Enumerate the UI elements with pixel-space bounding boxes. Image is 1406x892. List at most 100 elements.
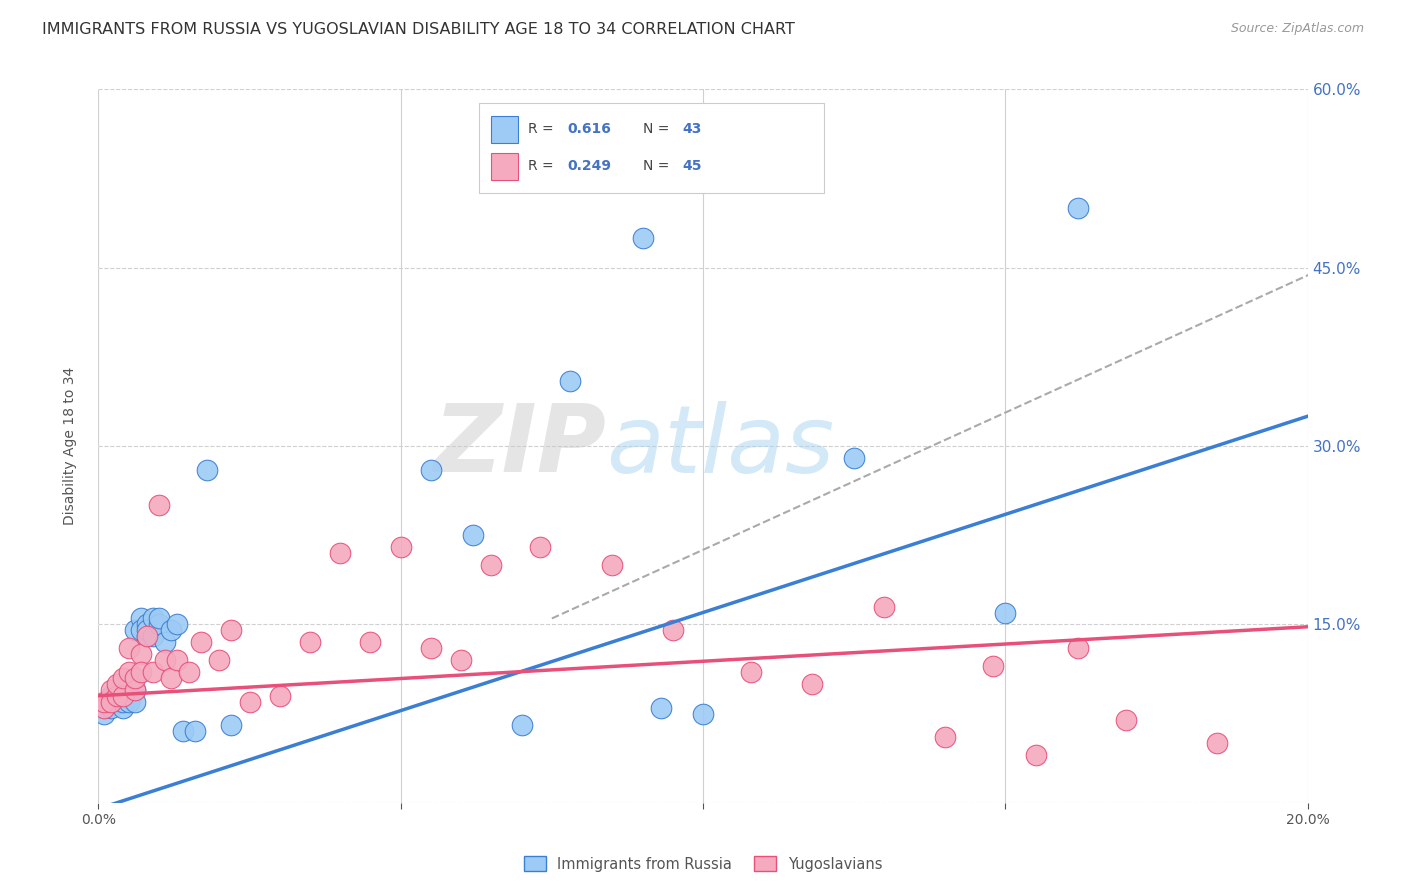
Text: R =: R = xyxy=(527,122,558,136)
Point xyxy=(142,611,165,625)
Point xyxy=(124,682,146,697)
Point xyxy=(111,671,134,685)
Text: 45: 45 xyxy=(682,160,702,173)
Point xyxy=(994,606,1017,620)
Point xyxy=(221,624,243,638)
Point xyxy=(360,635,382,649)
Point xyxy=(105,689,128,703)
Point xyxy=(463,528,485,542)
Point xyxy=(153,653,176,667)
Point xyxy=(93,700,115,714)
Point xyxy=(105,689,128,703)
Point xyxy=(450,653,472,667)
Point xyxy=(124,682,146,697)
Y-axis label: Disability Age 18 to 34: Disability Age 18 to 34 xyxy=(63,367,77,525)
Point xyxy=(631,231,654,245)
Point xyxy=(195,463,218,477)
Point xyxy=(129,611,152,625)
Point xyxy=(329,546,352,560)
Point xyxy=(481,558,503,572)
Point xyxy=(1115,713,1137,727)
Point xyxy=(172,724,194,739)
Point xyxy=(129,624,152,638)
Point xyxy=(1067,201,1090,215)
Legend: Immigrants from Russia, Yugoslavians: Immigrants from Russia, Yugoslavians xyxy=(517,850,889,878)
Point xyxy=(662,624,685,638)
Point xyxy=(93,706,115,721)
Bar xyxy=(492,153,517,180)
Point xyxy=(166,653,188,667)
Point xyxy=(558,374,581,388)
Point xyxy=(105,695,128,709)
Text: R =: R = xyxy=(527,160,558,173)
Point xyxy=(100,695,122,709)
Point xyxy=(529,540,551,554)
Point xyxy=(100,682,122,697)
Point xyxy=(111,682,134,697)
Point xyxy=(148,499,170,513)
Point xyxy=(148,611,170,625)
Point xyxy=(135,629,157,643)
Text: ZIP: ZIP xyxy=(433,400,606,492)
Point xyxy=(166,617,188,632)
Text: 0.249: 0.249 xyxy=(568,160,612,173)
Point xyxy=(800,677,823,691)
Point xyxy=(208,653,231,667)
Point xyxy=(100,689,122,703)
Point xyxy=(239,695,262,709)
Point xyxy=(650,700,672,714)
Point xyxy=(1206,736,1229,750)
Point xyxy=(184,724,207,739)
Point xyxy=(111,689,134,703)
Point xyxy=(981,659,1004,673)
Point xyxy=(135,629,157,643)
Point xyxy=(420,641,443,656)
Point xyxy=(100,695,122,709)
Point xyxy=(142,629,165,643)
Point xyxy=(118,677,141,691)
Point xyxy=(602,558,624,572)
Point xyxy=(124,695,146,709)
Point xyxy=(129,665,152,679)
Point xyxy=(135,617,157,632)
Text: Source: ZipAtlas.com: Source: ZipAtlas.com xyxy=(1230,22,1364,36)
Point xyxy=(844,450,866,465)
Text: atlas: atlas xyxy=(606,401,835,491)
Point xyxy=(118,665,141,679)
Point xyxy=(93,695,115,709)
Text: N =: N = xyxy=(643,122,673,136)
Point xyxy=(299,635,322,649)
Point xyxy=(873,599,896,614)
Point xyxy=(389,540,412,554)
Point xyxy=(118,695,141,709)
Point xyxy=(160,671,183,685)
Point xyxy=(160,624,183,638)
Point xyxy=(118,641,141,656)
Point xyxy=(692,706,714,721)
FancyBboxPatch shape xyxy=(479,103,824,193)
Text: IMMIGRANTS FROM RUSSIA VS YUGOSLAVIAN DISABILITY AGE 18 TO 34 CORRELATION CHART: IMMIGRANTS FROM RUSSIA VS YUGOSLAVIAN DI… xyxy=(42,22,794,37)
Point xyxy=(129,647,152,661)
Point xyxy=(142,665,165,679)
Point xyxy=(190,635,212,649)
Bar xyxy=(492,116,517,143)
Point xyxy=(740,665,762,679)
Point xyxy=(105,677,128,691)
Point xyxy=(153,635,176,649)
Point xyxy=(93,700,115,714)
Point xyxy=(148,617,170,632)
Point xyxy=(124,671,146,685)
Text: 0.616: 0.616 xyxy=(568,122,612,136)
Point xyxy=(111,695,134,709)
Point xyxy=(124,624,146,638)
Point xyxy=(135,624,157,638)
Point xyxy=(269,689,291,703)
Point xyxy=(118,689,141,703)
Point xyxy=(1067,641,1090,656)
Point xyxy=(105,682,128,697)
Point xyxy=(221,718,243,732)
Text: N =: N = xyxy=(643,160,673,173)
Point xyxy=(111,700,134,714)
Point xyxy=(510,718,533,732)
Point xyxy=(420,463,443,477)
